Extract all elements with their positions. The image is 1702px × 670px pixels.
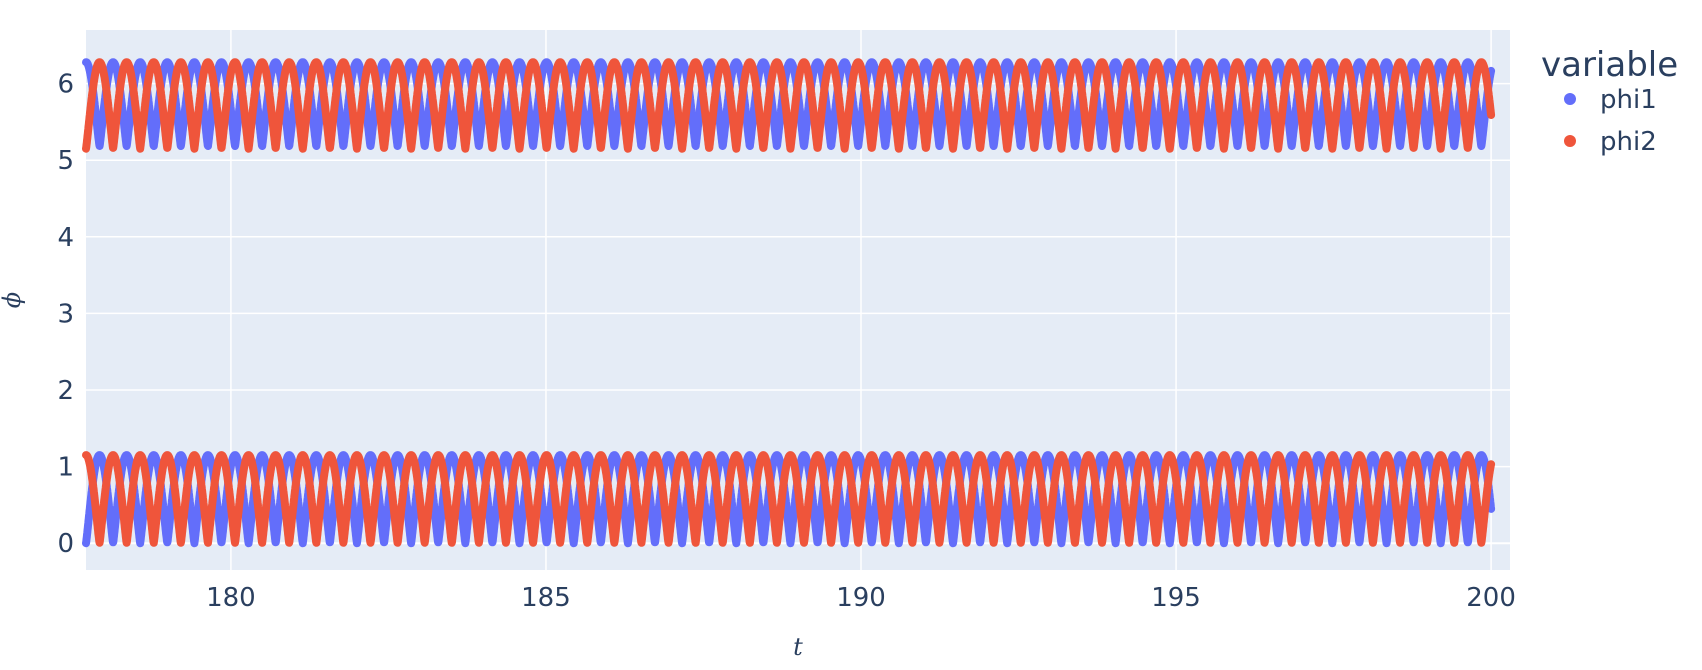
x-axis-title: t bbox=[793, 633, 803, 661]
y-tick-label: 1 bbox=[57, 453, 74, 483]
series-phi2-band-1 bbox=[82, 58, 1496, 153]
legend-marker-phi1 bbox=[1564, 93, 1576, 105]
series-phi2-band-2 bbox=[82, 451, 1496, 547]
x-tick-label: 190 bbox=[836, 583, 886, 613]
legend-label-phi2: phi2 bbox=[1600, 127, 1657, 157]
y-tick-label: 2 bbox=[57, 376, 74, 406]
legend-title: variable bbox=[1541, 45, 1678, 85]
data-series bbox=[82, 58, 1496, 548]
series-phi2 bbox=[82, 58, 1496, 547]
legend-marker-phi2 bbox=[1564, 135, 1576, 147]
y-axis-title: ϕ bbox=[0, 292, 26, 308]
legend: variable phi1 phi2 bbox=[1541, 45, 1678, 157]
legend-label-phi1: phi1 bbox=[1600, 85, 1657, 115]
tick-labels: 0 1 2 3 4 5 6 180 185 190 195 200 bbox=[57, 70, 1515, 613]
x-tick-label: 180 bbox=[206, 583, 256, 613]
x-tick-label: 200 bbox=[1466, 583, 1516, 613]
y-tick-label: 5 bbox=[57, 146, 74, 176]
y-tick-label: 4 bbox=[57, 223, 74, 253]
y-tick-label: 3 bbox=[57, 299, 74, 329]
y-tick-label: 6 bbox=[57, 70, 74, 100]
x-tick-label: 185 bbox=[521, 583, 571, 613]
y-tick-label: 0 bbox=[57, 529, 74, 559]
x-tick-label: 195 bbox=[1151, 583, 1201, 613]
